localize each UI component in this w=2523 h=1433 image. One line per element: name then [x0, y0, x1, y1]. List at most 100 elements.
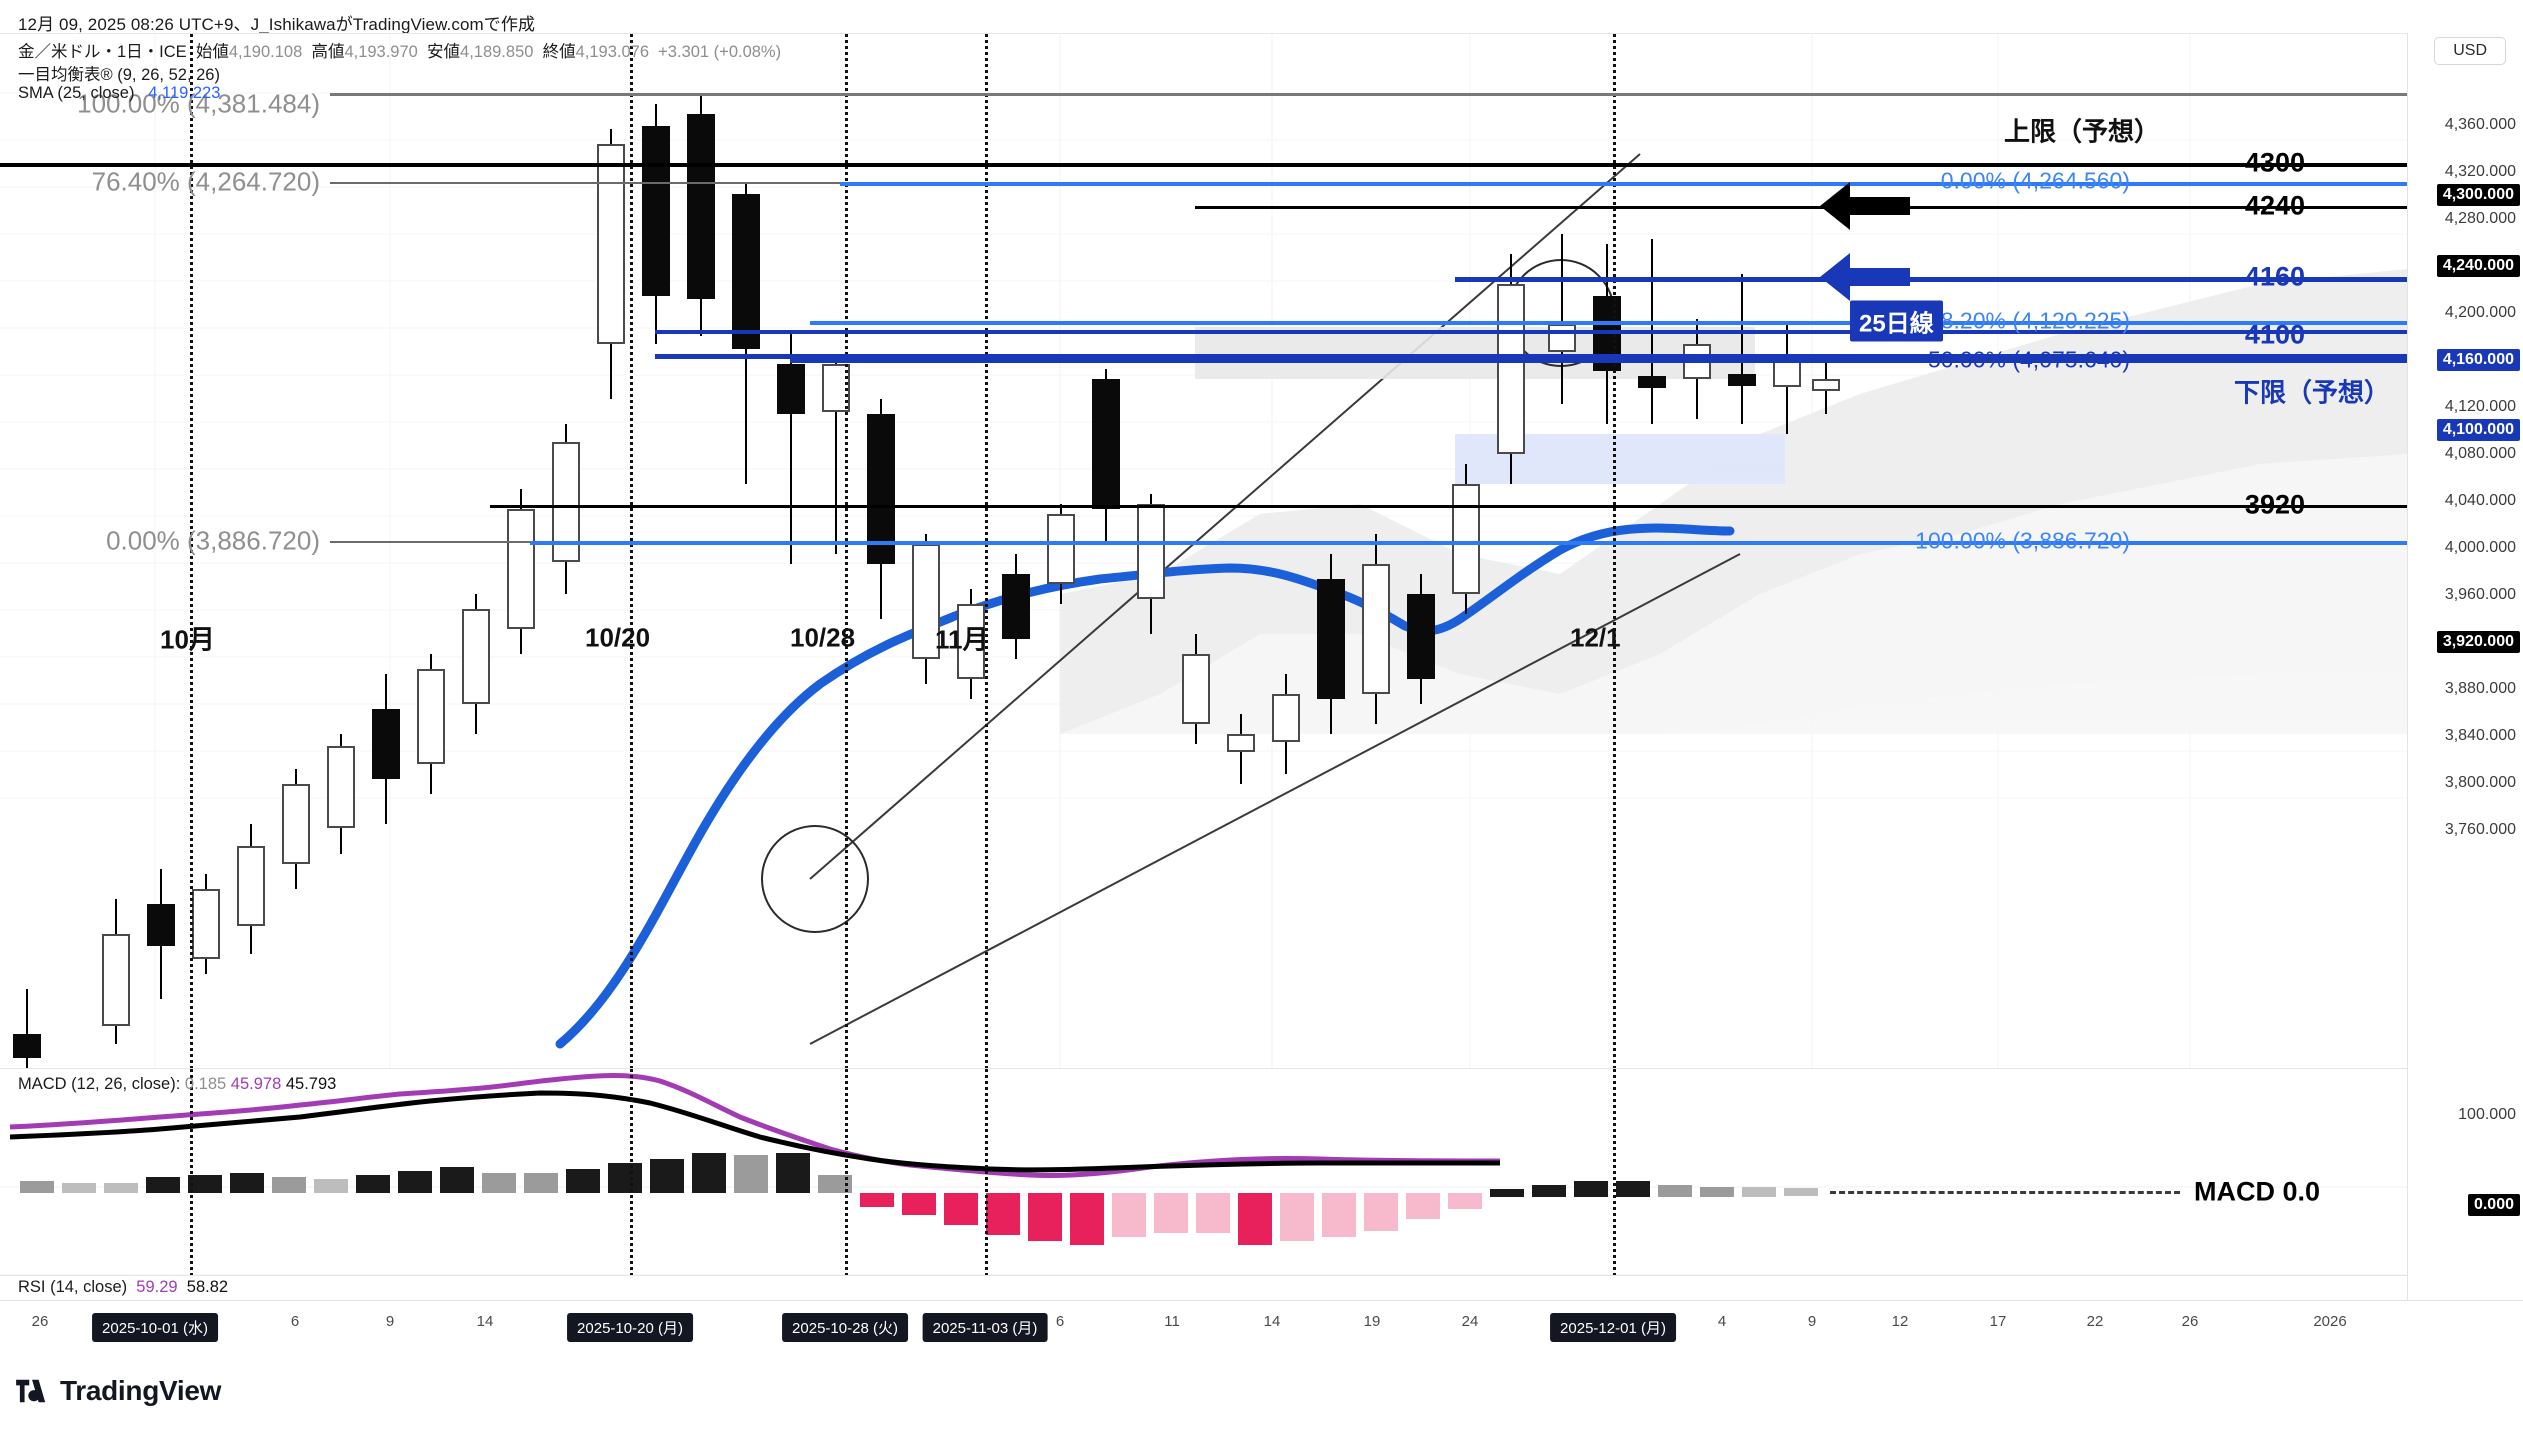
level-line-4300[interactable]: [0, 163, 2407, 167]
sma-legend[interactable]: SMA (25, close) 4,119.223: [18, 84, 220, 103]
fib-label-382: 38.20% (4,120.225): [1927, 307, 2130, 334]
fib-label-0-right: 0.00% (4,264.560): [1940, 167, 2130, 194]
level-line-fib500[interactable]: [790, 359, 2407, 363]
level-line-4240[interactable]: [1195, 206, 2407, 209]
date-tick: 17: [1989, 1313, 2007, 1330]
date-tick: 2025-12-01 (月): [1550, 1313, 1676, 1342]
inchart-label-121: 12/1: [1570, 622, 1621, 653]
level-line-fib764[interactable]: [330, 182, 840, 184]
macd-vertical-marker-5: [1613, 1069, 1616, 1276]
vertical-marker-2025-10-28: [845, 34, 848, 1069]
left-arrow-icon-4240: [1820, 178, 1910, 234]
inchart-label-1020: 10/20: [585, 622, 651, 653]
ichimoku-cloud-2: [1060, 454, 2407, 734]
resistance-zone-4240: [1195, 327, 1755, 379]
legend-open-label: 始値: [195, 43, 229, 61]
date-tick: 19: [1363, 1313, 1381, 1330]
vertical-marker-2025-12-01: [1613, 34, 1616, 1069]
macd-zero-label: MACD 0.0: [2193, 1176, 2320, 1207]
price-tick: 4,080.000: [2444, 445, 2516, 462]
inchart-label-1028: 10/28: [790, 622, 856, 653]
price-tick: 4,160.000: [2436, 349, 2520, 371]
rsi-pane[interactable]: RSI (14, close) 59.29 58.82: [0, 1275, 2407, 1301]
level-line-3920[interactable]: [490, 505, 2407, 508]
macd-zero-line: [1830, 1191, 2180, 1194]
price-tick: 4,000.000: [2444, 539, 2516, 556]
tradingview-brand: TradingView: [60, 1375, 222, 1406]
price-tick: 4,100.000: [2436, 419, 2520, 441]
level-line-4160[interactable]: [1455, 277, 2407, 282]
date-tick: 9: [1807, 1313, 1817, 1330]
price-level-4100-label: 4100: [2244, 319, 2305, 350]
macd-tick: 0.000: [2467, 1194, 2520, 1216]
macd-canvas: [0, 1073, 2407, 1276]
tradingview-logo-icon: [16, 1376, 50, 1406]
price-tick: 4,120.000: [2444, 398, 2516, 415]
time-axis[interactable]: 26 2025-10-01 (水) 6 9 14 2025-10-20 (月) 2025-1…: [0, 1300, 2523, 1361]
macd-vertical-marker-3: [845, 1069, 848, 1276]
vertical-marker-2025-10-20: [630, 34, 633, 1069]
macd-legend-label: MACD (12, 26, close):: [18, 1075, 181, 1093]
macd-legend[interactable]: MACD (12, 26, close): 0.185 45.978 45.79…: [18, 1075, 336, 1094]
macd-value-1: 0.185: [184, 1075, 227, 1093]
chart-created-meta: 12月 09, 2025 08:26 UTC+9、J_IshikawaがTrad…: [18, 15, 536, 34]
rsi-legend[interactable]: RSI (14, close) 59.29 58.82: [18, 1278, 228, 1297]
price-tick: 4,360.000: [2444, 116, 2516, 133]
candle-wick: [26, 989, 28, 1069]
rsi-value-1: 59.29: [136, 1278, 178, 1296]
level-line-4120-sub[interactable]: [655, 330, 2407, 334]
price-tick: 4,280.000: [2444, 210, 2516, 227]
left-arrow-icon-4160: [1820, 249, 1910, 305]
price-tick: 4,240.000: [2436, 255, 2520, 277]
macd-vertical-marker-4: [985, 1069, 988, 1276]
symbol-legend[interactable]: 金／米ドル・1日・ICE 始値4,190.108 高値4,193.970 安値4…: [18, 38, 781, 62]
price-tick: 3,920.000: [2436, 631, 2520, 653]
level-line-fib100-top[interactable]: [330, 93, 2407, 96]
sma-legend-value: 4,119.223: [148, 84, 221, 102]
date-tick: 26: [2181, 1313, 2199, 1330]
level-line-fib100-right[interactable]: [530, 541, 2407, 545]
date-tick: 14: [1263, 1313, 1281, 1330]
level-line-4100[interactable]: [655, 354, 2407, 359]
macd-tick: 100.000: [2458, 1106, 2516, 1123]
macd-pane[interactable]: MACD 0.0 MACD (12, 26, close): 0.185 45.…: [0, 1068, 2407, 1276]
fib-label-100-top: 100.00% (4,381.484): [77, 88, 320, 119]
macd-vertical-marker-1: [190, 1069, 193, 1276]
price-pane[interactable]: 100.00% (4,381.484) 76.40% (4,264.720) 0…: [0, 33, 2407, 1069]
legend-close-value: 4,193.076: [575, 43, 649, 61]
legend-high-value: 4,193.970: [344, 43, 418, 61]
level-line-fib0-right[interactable]: [840, 182, 2407, 186]
price-axis[interactable]: USD 4,360.000 4,320.000 4,300.000 4,280.000…: [2407, 33, 2523, 1300]
date-tick: 2025-10-20 (月): [567, 1313, 693, 1342]
fib-label-500: 50.00% (4,075.640): [1927, 346, 2130, 373]
price-level-4300-label: 4300: [2244, 147, 2305, 178]
date-tick: 22: [2086, 1313, 2104, 1330]
ichimoku-legend[interactable]: 一目均衡表® (9, 26, 52, 26): [18, 66, 220, 84]
date-tick: 4: [1717, 1313, 1727, 1330]
legend-symbol: 金／米ドル・1日・ICE: [18, 43, 187, 61]
legend-change: +3.301 (+0.08%): [658, 43, 782, 61]
date-tick: 2025-10-01 (水): [92, 1313, 218, 1342]
tradingview-footer[interactable]: TradingView: [16, 1375, 221, 1407]
price-tick: 4,300.000: [2436, 184, 2520, 206]
sma25-badge: 25日線: [1850, 300, 1943, 342]
legend-low-label: 安値: [427, 43, 461, 61]
fib-label-0-left: 0.00% (3,886.720): [106, 525, 320, 556]
date-tick: 9: [385, 1313, 395, 1330]
date-tick: 6: [1055, 1313, 1065, 1330]
macd-value-3: 45.793: [285, 1075, 337, 1093]
macd-value-2: 45.978: [230, 1075, 282, 1093]
price-tick: 3,880.000: [2444, 680, 2516, 697]
vertical-marker-2025-11-03: [985, 34, 988, 1069]
level-line-fib382[interactable]: [810, 321, 2407, 325]
fib-label-100-right: 100.00% (3,886.720): [1915, 527, 2130, 554]
legend-open-value: 4,190.108: [228, 43, 303, 61]
candle-body: [13, 1034, 41, 1058]
channel-lower: [809, 553, 1741, 1045]
price-level-4160-label: 4160: [2244, 261, 2305, 292]
currency-badge[interactable]: USD: [2434, 37, 2506, 65]
macd-line: [9, 1090, 1500, 1173]
sma-25-line: [555, 523, 1735, 1049]
price-tick: 3,840.000: [2444, 727, 2516, 744]
date-tick: 26: [31, 1313, 49, 1330]
